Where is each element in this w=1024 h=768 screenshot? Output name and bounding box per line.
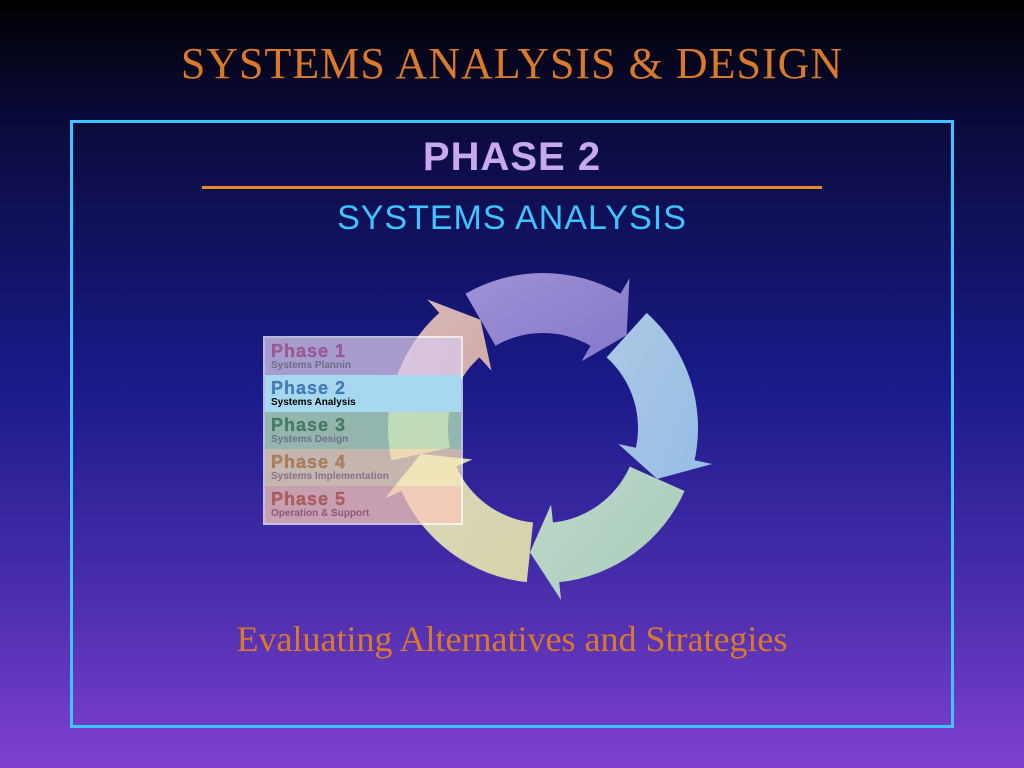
- phase-subtitle: Systems Plannin: [271, 360, 455, 371]
- phase-subtitle: Operation & Support: [271, 508, 455, 519]
- phase-row-5: Phase 5Operation & Support: [265, 486, 461, 523]
- phase-title: Phase 5: [271, 490, 455, 508]
- subtitle: SYSTEMS ANALYSIS: [73, 199, 951, 238]
- cycle-arrow-2: [530, 467, 685, 600]
- phase-row-4: Phase 4Systems Implementation: [265, 449, 461, 486]
- phase-title: Phase 2: [271, 379, 455, 397]
- phase-title: Phase 4: [271, 453, 455, 471]
- divider-line: [202, 186, 822, 189]
- diagram-area: Phase 1Systems PlanninPhase 2Systems Ana…: [73, 248, 951, 608]
- phase-stack: Phase 1Systems PlanninPhase 2Systems Ana…: [263, 336, 463, 525]
- bottom-text: Evaluating Alternatives and Strategies: [73, 618, 951, 660]
- content-frame: PHASE 2 SYSTEMS ANALYSIS Phase 1Systems …: [70, 120, 954, 728]
- phase-subtitle: Systems Design: [271, 434, 455, 445]
- phase-title: Phase 1: [271, 342, 455, 360]
- phase-title: Phase 3: [271, 416, 455, 434]
- cycle-arrow-0: [466, 273, 630, 361]
- phase-subtitle: Systems Implementation: [271, 471, 455, 482]
- phase-heading: PHASE 2: [73, 135, 951, 180]
- phase-subtitle: Systems Analysis: [271, 397, 455, 408]
- phase-row-1: Phase 1Systems Plannin: [265, 338, 461, 375]
- phase-row-3: Phase 3Systems Design: [265, 412, 461, 449]
- cycle-arrow-1: [607, 313, 713, 479]
- main-title: SYSTEMS ANALYSIS & DESIGN: [0, 0, 1024, 89]
- phase-row-2: Phase 2Systems Analysis: [265, 375, 461, 412]
